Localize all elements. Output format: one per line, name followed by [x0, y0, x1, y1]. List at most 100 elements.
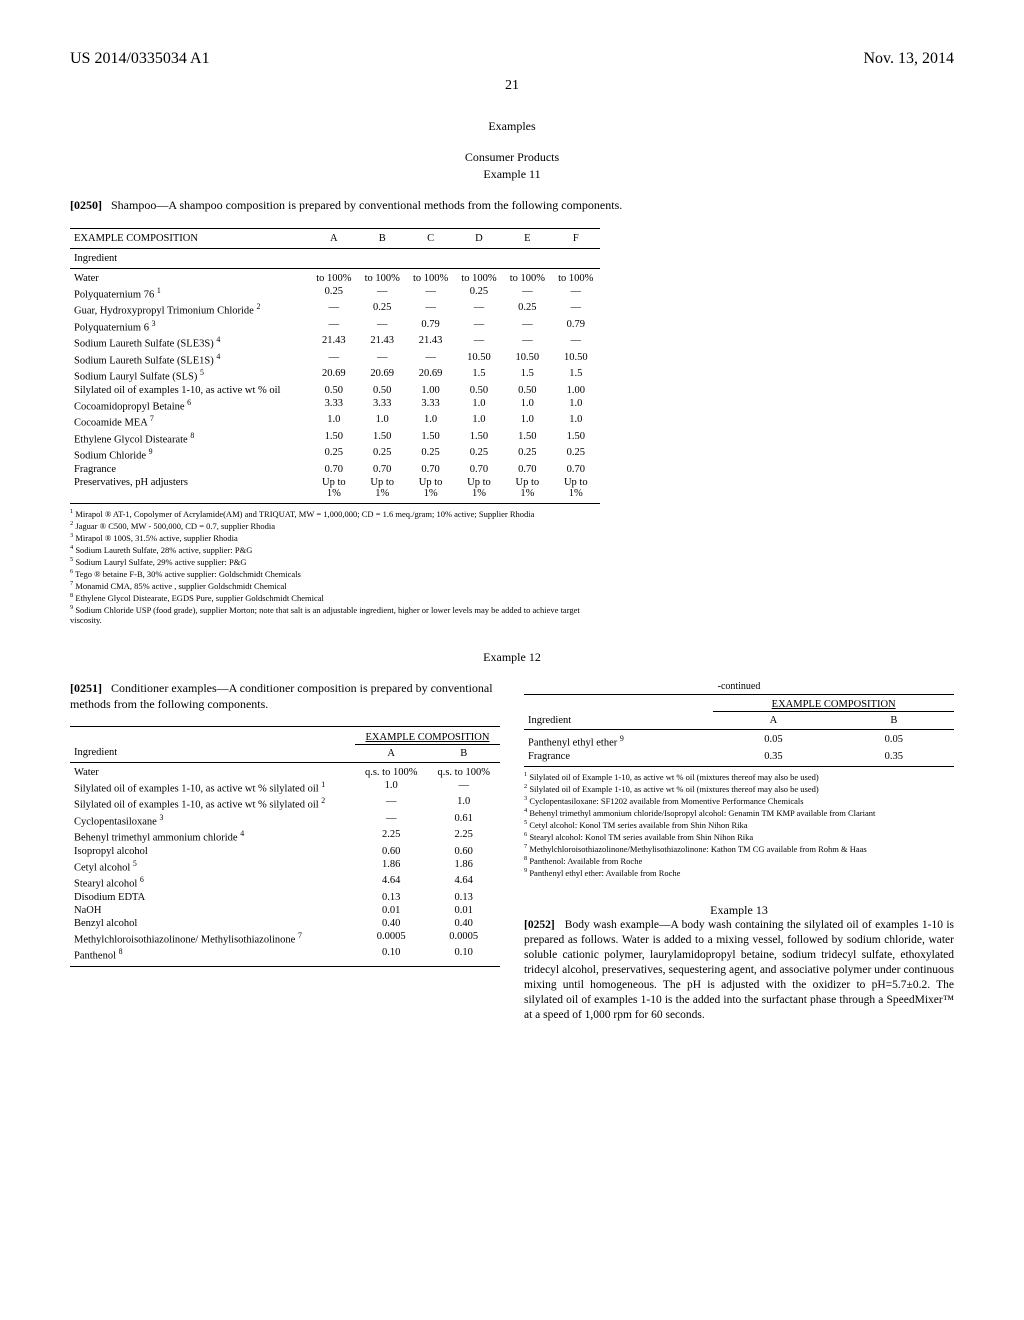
cell-value: 1.0 [455, 413, 503, 430]
cell-value: 1.0 [406, 413, 454, 430]
cell-value: — [358, 351, 406, 368]
para-text: Body wash example—A body wash containing… [524, 919, 954, 1021]
footnote: 3 Cyclopentasiloxane: SF1202 available f… [524, 795, 954, 806]
footnote: 7 Monamid CMA, 85% active , supplier Gol… [70, 580, 600, 591]
cell-value: — [355, 795, 428, 812]
cell-value: 0.79 [406, 318, 454, 335]
cell-value: to 100% [358, 268, 406, 285]
para-text: Shampoo—A shampoo composition is prepare… [111, 198, 622, 212]
cell-value: 10.50 [552, 351, 600, 368]
col-D: D [455, 228, 503, 248]
cell-value: 4.64 [427, 874, 500, 891]
footnote: 9 Panthenyl ethyl ether: Available from … [524, 867, 954, 878]
cell-value: Up to1% [310, 476, 358, 504]
cell-value: 0.25 [310, 285, 358, 302]
patent-date: Nov. 13, 2014 [863, 50, 954, 68]
example12-title: Example 12 [70, 650, 954, 665]
table-row: Silylated oil of examples 1-10, as activ… [70, 779, 500, 796]
cell-value: — [406, 301, 454, 318]
cell-value: — [552, 301, 600, 318]
ingredient-name: Sodium Laureth Sulfate (SLE1S) 4 [70, 351, 310, 368]
cell-value: — [503, 318, 551, 335]
cell-value: 1.86 [355, 858, 428, 875]
ingredient-name: Ethylene Glycol Distearate 8 [70, 430, 310, 447]
ingredient-label: Ingredient [70, 248, 310, 268]
table-row: Ethylene Glycol Distearate 81.501.501.50… [70, 430, 600, 447]
cell-value: 21.43 [358, 334, 406, 351]
cell-value: — [358, 318, 406, 335]
cell-value: to 100% [310, 268, 358, 285]
cell-value: 20.69 [310, 367, 358, 384]
ingredient-name: Guar, Hydroxypropyl Trimonium Chloride 2 [70, 301, 310, 318]
table-row: Guar, Hydroxypropyl Trimonium Chloride 2… [70, 301, 600, 318]
table-row: Sodium Laureth Sulfate (SLE1S) 4———10.50… [70, 351, 600, 368]
table-row: Fragrance0.700.700.700.700.700.70 [70, 463, 600, 476]
ingredient-name: Cetyl alcohol 5 [70, 858, 355, 875]
cell-value: 1.86 [427, 858, 500, 875]
ingredient-name: Polyquaternium 76 1 [70, 285, 310, 302]
footnote: 8 Ethylene Glycol Distearate, EGDS Pure,… [70, 592, 600, 603]
cell-value: 20.69 [358, 367, 406, 384]
cell-value: 10.50 [455, 351, 503, 368]
col-A: A [713, 712, 833, 730]
continued-label: -continued [524, 681, 954, 692]
cell-value: q.s. to 100% [355, 762, 428, 779]
table-row: Silylated oil of examples 1-10, as activ… [70, 384, 600, 397]
cell-value: — [552, 334, 600, 351]
ingredient-name: Sodium Lauryl Sulfate (SLS) 5 [70, 367, 310, 384]
composition-table-2b: EXAMPLE COMPOSITION Ingredient A B Panth… [524, 694, 954, 767]
cell-value: 0.25 [455, 446, 503, 463]
cell-value: 0.70 [406, 463, 454, 476]
cell-value: 0.70 [358, 463, 406, 476]
ingredient-name: Water [70, 268, 310, 285]
cell-value: 1.00 [406, 384, 454, 397]
footnote: 9 Sodium Chloride USP (food grade), supp… [70, 604, 600, 625]
cell-value: 0.70 [552, 463, 600, 476]
cell-value: 0.50 [310, 384, 358, 397]
para-num: [0250] [70, 198, 102, 212]
footnote: 5 Cetyl alcohol: Konol TM series availab… [524, 819, 954, 830]
table-row: Sodium Lauryl Sulfate (SLS) 520.6920.692… [70, 367, 600, 384]
cell-value: 20.69 [406, 367, 454, 384]
cell-value: 1.00 [552, 384, 600, 397]
cell-value: to 100% [455, 268, 503, 285]
cell-value: 0.25 [358, 446, 406, 463]
cell-value: 2.25 [355, 828, 428, 845]
table-row: Fragrance0.350.35 [524, 750, 954, 767]
cell-value: 0.60 [355, 845, 428, 858]
cell-value: 0.79 [552, 318, 600, 335]
cell-value: — [427, 779, 500, 796]
ingredient-name: Cocoamidopropyl Betaine 6 [70, 397, 310, 414]
cell-value: 0.05 [713, 730, 833, 750]
cell-value: 1.50 [552, 430, 600, 447]
col-A: A [355, 744, 428, 762]
cell-value: 1.0 [503, 397, 551, 414]
ingredient-name: NaOH [70, 904, 355, 917]
ingredient-name: Fragrance [70, 463, 310, 476]
table2b-footnotes: 1 Silylated oil of Example 1-10, as acti… [524, 771, 954, 878]
footnote: 6 Tego ® betaine F-B, 30% active supplie… [70, 568, 600, 579]
page-number: 21 [70, 78, 954, 94]
ingredient-name: Behenyl trimethyl ammonium chloride 4 [70, 828, 355, 845]
col-A: A [310, 228, 358, 248]
cell-value: 1.50 [406, 430, 454, 447]
ingredient-name: Stearyl alcohol 6 [70, 874, 355, 891]
cell-value: to 100% [503, 268, 551, 285]
composition-table-1: EXAMPLE COMPOSITION A B C D E F Ingredie… [70, 228, 600, 504]
table-row: Panthenol 80.100.10 [70, 946, 500, 966]
cell-value: 0.35 [713, 750, 833, 767]
table-row: NaOH0.010.01 [70, 904, 500, 917]
table-subheader: Ingredient A B [524, 712, 954, 730]
cell-value: 0.0005 [427, 930, 500, 947]
cell-value: 1.0 [355, 779, 428, 796]
col-C: C [406, 228, 454, 248]
ingredient-name: Sodium Laureth Sulfate (SLE3S) 4 [70, 334, 310, 351]
cell-value: 0.13 [427, 891, 500, 904]
cell-value: 0.70 [503, 463, 551, 476]
ingredient-name: Preservatives, pH adjusters [70, 476, 310, 504]
page-content: Examples Consumer Products Example 11 [0… [70, 119, 954, 1023]
cell-value: 1.50 [503, 430, 551, 447]
footnote: 3 Mirapol ® 100S, 31.5% active, supplier… [70, 532, 600, 543]
footnote: 1 Silylated oil of Example 1-10, as acti… [524, 771, 954, 782]
cell-value: Up to1% [552, 476, 600, 504]
